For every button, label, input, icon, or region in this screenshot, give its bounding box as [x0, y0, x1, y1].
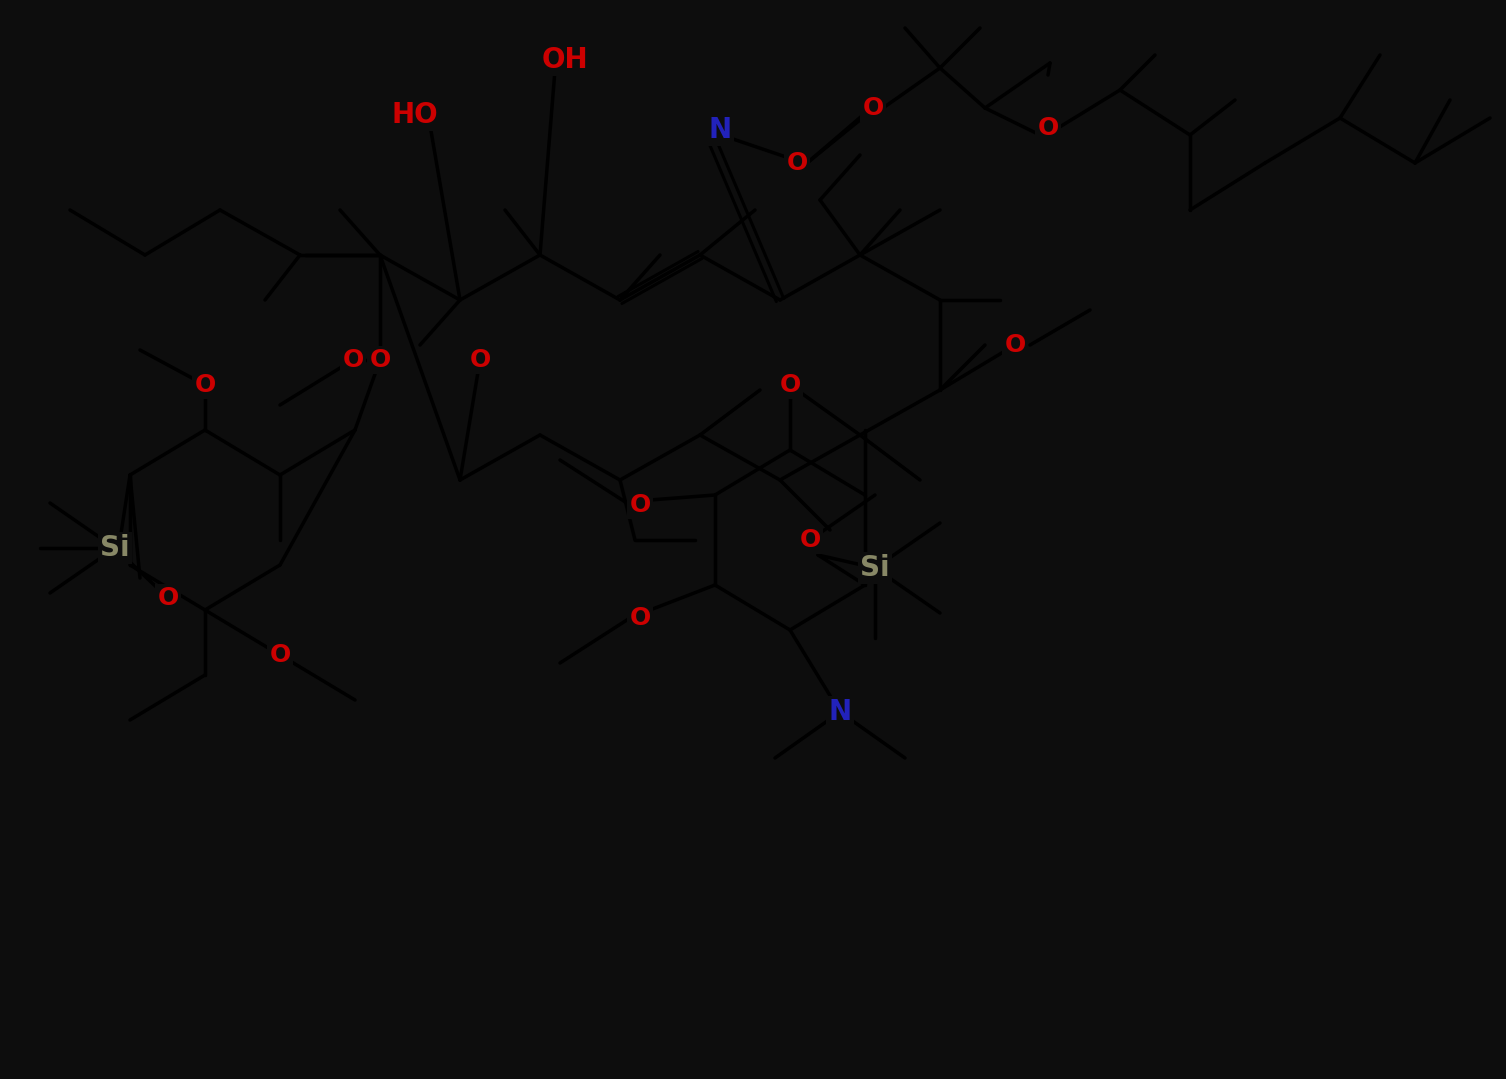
Text: Si: Si	[101, 534, 130, 562]
Text: O: O	[270, 643, 291, 667]
Text: O: O	[1005, 333, 1026, 357]
Text: O: O	[157, 586, 179, 610]
Text: O: O	[1038, 117, 1059, 140]
Text: O: O	[786, 151, 807, 175]
Text: O: O	[369, 349, 390, 372]
Text: N: N	[828, 698, 851, 726]
Text: N: N	[708, 117, 732, 144]
Text: O: O	[270, 643, 291, 667]
Text: O: O	[630, 493, 651, 517]
Text: O: O	[863, 96, 884, 120]
Text: Si: Si	[101, 534, 130, 562]
Text: N: N	[828, 698, 851, 726]
Text: HO: HO	[392, 101, 438, 129]
Text: O: O	[369, 349, 390, 372]
Text: O: O	[630, 606, 651, 630]
Text: O: O	[470, 349, 491, 372]
Text: O: O	[863, 96, 884, 120]
Text: OH: OH	[542, 46, 589, 74]
Text: O: O	[342, 349, 363, 372]
Text: Si: Si	[860, 554, 890, 582]
Text: O: O	[342, 349, 363, 372]
Text: O: O	[1038, 117, 1059, 140]
Text: O: O	[194, 373, 215, 397]
Text: O: O	[157, 586, 179, 610]
Text: O: O	[800, 528, 821, 552]
Text: O: O	[194, 373, 215, 397]
Text: HO: HO	[392, 101, 438, 129]
Text: OH: OH	[542, 46, 589, 74]
Text: O: O	[800, 528, 821, 552]
Text: N: N	[708, 117, 732, 144]
Text: O: O	[786, 151, 807, 175]
Text: O: O	[780, 373, 801, 397]
Text: O: O	[1005, 333, 1026, 357]
Text: O: O	[780, 373, 801, 397]
Text: Si: Si	[860, 554, 890, 582]
Text: O: O	[630, 606, 651, 630]
Text: O: O	[470, 349, 491, 372]
Text: O: O	[630, 493, 651, 517]
